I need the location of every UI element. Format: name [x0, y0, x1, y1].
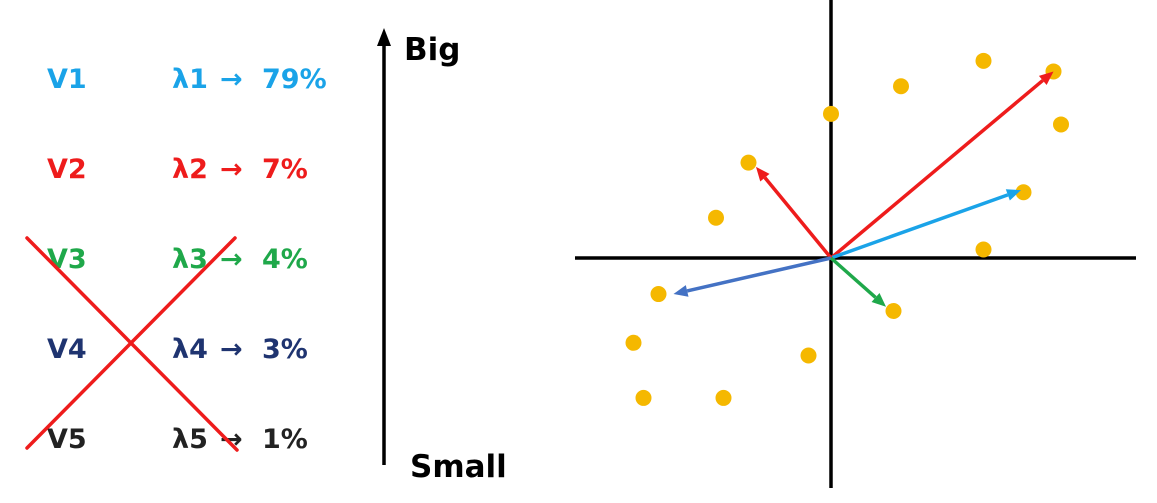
- component-list: V1 λ1 → 79%V2 λ2 → 7%V3 λ3 → 4%V4 λ4 → 3%V5 λ5 → 1%: [47, 64, 327, 455]
- arrow-icon: →: [220, 64, 243, 95]
- arrow-icon: →: [220, 424, 243, 455]
- scatter-plot: [575, 0, 1136, 488]
- vector-label: V5: [47, 424, 87, 455]
- eigenvector-arrow: [830, 189, 1021, 260]
- discarded-components-cross: [25, 236, 239, 452]
- eigenvector-arrows: [673, 71, 1054, 307]
- variance-percent: 7%: [262, 154, 308, 185]
- eigenvector-head: [1038, 71, 1054, 86]
- cross-line-ascending: [25, 236, 237, 450]
- component-row: V4 λ4 → 3%: [47, 334, 308, 365]
- eigenvector-head: [673, 285, 689, 297]
- scale-arrow-head: [377, 28, 391, 46]
- data-point: [975, 52, 992, 69]
- data-point: [885, 303, 902, 319]
- data-point: [740, 154, 757, 171]
- data-point: [975, 241, 992, 258]
- eigenvalue-label: λ1: [172, 64, 208, 95]
- eigenvector-head: [756, 166, 770, 182]
- eigenvector-shaft: [829, 256, 877, 299]
- data-point: [635, 389, 652, 406]
- eigenvector-arrow: [829, 71, 1054, 260]
- data-points: [625, 52, 1069, 406]
- data-point: [1053, 116, 1069, 133]
- scale-top-label: Big: [404, 32, 460, 68]
- eigenvector-arrow: [756, 166, 833, 260]
- eigenvector-shaft: [763, 176, 833, 260]
- vector-label: V4: [47, 334, 87, 365]
- arrow-icon: →: [220, 244, 243, 275]
- eigenvalue-label: λ2: [172, 154, 208, 185]
- vector-label: V2: [47, 154, 87, 185]
- variance-percent: 79%: [262, 64, 327, 95]
- data-point: [715, 389, 732, 406]
- arrow-icon: →: [220, 334, 243, 365]
- data-point: [650, 286, 667, 303]
- variance-percent: 1%: [262, 424, 308, 455]
- scale-bottom-label: Small: [410, 449, 507, 485]
- vector-label: V1: [47, 64, 87, 95]
- eigenvector-arrow: [673, 256, 832, 297]
- variance-percent: 4%: [262, 244, 308, 275]
- eigenvector-shaft: [829, 79, 1044, 260]
- data-point: [823, 105, 839, 122]
- component-row: V3 λ3 → 4%: [47, 244, 308, 275]
- data-point: [800, 347, 817, 364]
- data-point: [708, 209, 724, 226]
- importance-scale: Big Small: [377, 28, 507, 485]
- eigenvector-arrow: [829, 256, 886, 307]
- variance-percent: 3%: [262, 334, 308, 365]
- eigenvalue-label: λ4: [172, 334, 208, 365]
- arrow-icon: →: [220, 154, 243, 185]
- data-point: [893, 78, 909, 95]
- component-row: V2 λ2 → 7%: [47, 154, 308, 185]
- eigenvector-shaft: [830, 193, 1009, 260]
- data-point: [1015, 184, 1032, 201]
- eigenvector-shaft: [686, 256, 832, 293]
- eigenvalue-label: λ5: [172, 424, 208, 455]
- eigenvector-head: [1005, 189, 1021, 201]
- data-point: [625, 334, 642, 351]
- component-row: V5 λ5 → 1%: [47, 424, 308, 455]
- eigenvector-head: [871, 292, 886, 307]
- component-row: V1 λ1 → 79%: [47, 64, 327, 95]
- vector-label: V3: [47, 244, 87, 275]
